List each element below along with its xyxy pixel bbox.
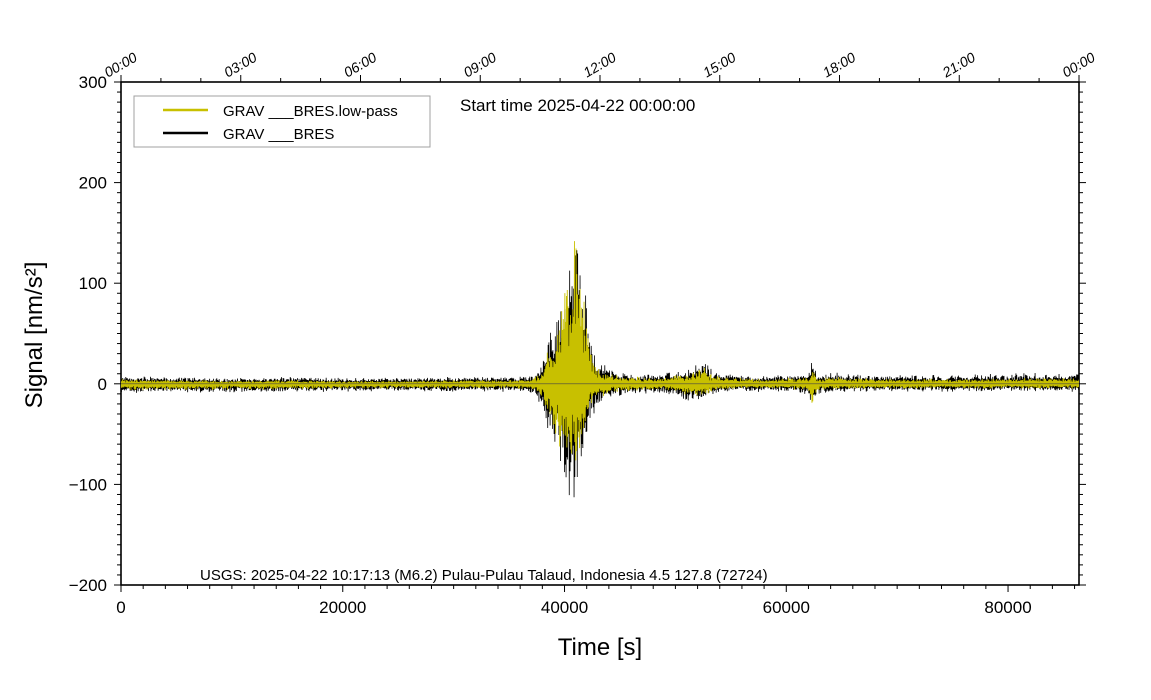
y-tick-label: −100 xyxy=(69,475,107,494)
y-tick-label: 200 xyxy=(79,174,107,193)
legend-label-raw: GRAV ___BRES xyxy=(223,126,334,143)
x-tick-label: 20000 xyxy=(319,598,366,617)
x-tick-label: 40000 xyxy=(541,598,588,617)
y-tick-label: 300 xyxy=(79,73,107,92)
series-layer xyxy=(121,241,1079,498)
x-tick-labels: 0 20000 40000 60000 80000 xyxy=(116,598,1031,617)
x-axis-title: Time [s] xyxy=(558,634,642,661)
start-time-label: Start time 2025-04-22 00:00:00 xyxy=(460,96,695,115)
top-time-tick-label: 21:00 xyxy=(939,49,978,81)
legend: GRAV ___BRES.low-pass GRAV ___BRES xyxy=(133,95,431,148)
series-line-raw xyxy=(121,250,1079,498)
legend-label-lowpass: GRAV ___BRES.low-pass xyxy=(223,103,398,120)
x-tick-label: 80000 xyxy=(984,598,1031,617)
plot-frame xyxy=(120,81,1080,586)
legend-box xyxy=(133,95,431,148)
y-tick-label: −200 xyxy=(69,576,107,595)
y-tick-label: 100 xyxy=(79,274,107,293)
y-axis-title: Signal [nm/s²] xyxy=(21,262,48,409)
x-tick-label: 0 xyxy=(116,598,125,617)
y-tick-labels: −200 −100 0 100 200 300 xyxy=(69,73,107,595)
y-tick-label: 0 xyxy=(98,375,107,394)
x-tick-label: 60000 xyxy=(763,598,810,617)
tick-layer xyxy=(114,75,1086,592)
series-line-lowpass xyxy=(121,241,1079,461)
event-annotation: USGS: 2025-04-22 10:17:13 (M6.2) Pulau-P… xyxy=(200,567,768,584)
